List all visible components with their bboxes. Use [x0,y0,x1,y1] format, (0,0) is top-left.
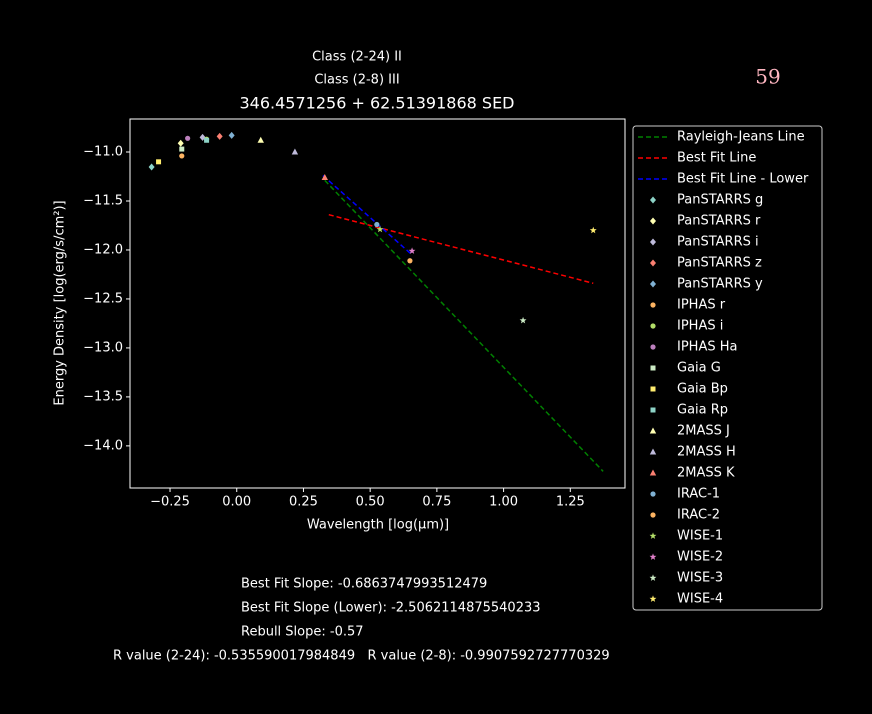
fit-line [328,213,594,284]
y-tick-label: −12.0 [83,242,123,257]
legend-swatch [650,217,656,225]
legend-label: 2MASS H [677,445,736,460]
point [177,139,184,147]
legend-label: IPHAS r [677,298,726,313]
legend-swatch [649,469,657,476]
point [204,137,210,143]
legend-label: Best Fit Line - Lower [677,172,809,187]
point [257,136,264,143]
point [374,221,380,228]
point [519,316,527,324]
annotation: Rebull Slope: -0.57 [241,625,364,640]
legend-swatch [649,532,657,539]
x-tick-label: 1.25 [556,495,585,510]
point [156,159,162,165]
point [179,146,185,152]
legend-label: Best Fit Line [677,151,756,166]
annotation: R value (2-24): -0.535590017984849 R val… [113,649,610,664]
legend-label: 2MASS J [677,424,730,439]
legend-label: PanSTARRS z [677,256,762,271]
point [376,225,384,233]
y-tick-label: −13.5 [83,389,123,404]
x-tick-label: 0.25 [289,495,318,510]
legend-label: WISE-2 [677,550,723,565]
legend-label: Rayleigh-Jeans Line [677,130,805,145]
legend-label: IRAC-1 [677,487,720,502]
point [407,258,413,264]
annotation: Best Fit Slope: -0.6863747993512479 [241,577,487,592]
x-tick-label: 0.75 [422,495,451,510]
legend-label: PanSTARRS i [677,235,759,250]
legend-swatch [649,553,657,560]
x-axis-label: Wavelength [log(μm)] [307,518,449,533]
point [185,135,191,141]
x-tick-label: 0.00 [222,495,251,510]
point [228,131,235,139]
legend-swatch [650,512,656,518]
y-axis-label: Energy Density [log(erg/s/cm²)] [53,200,68,405]
point [179,153,185,159]
y-tick-label: −11.0 [83,145,123,160]
chart-title: 346.4571256 + 62.51391868 SED [239,94,514,113]
legend-label: PanSTARRS g [677,193,763,208]
corner-note: 59 [755,65,780,89]
plot-frame [129,118,626,489]
legend-swatch [650,344,656,350]
legend-label: Gaia Bp [677,382,728,397]
legend-swatch [650,259,656,267]
x-tick-label: 0.50 [356,495,385,510]
legend-label: WISE-3 [677,571,723,586]
legend-label: IPHAS Ha [677,340,737,355]
legend-swatch [650,386,656,392]
fit-line [324,179,604,472]
legend-swatch [650,323,656,329]
x-tick-label: 1.00 [489,495,518,510]
legend-label: Gaia G [677,361,721,376]
legend-swatch [650,196,656,204]
legend-box [632,125,823,611]
fit-line [322,174,413,256]
point [321,173,328,180]
point [589,226,597,234]
point [408,247,416,254]
point [148,163,155,171]
legend-label: PanSTARRS y [677,277,763,292]
x-tick-label: −0.25 [150,495,190,510]
y-tick-label: −12.5 [83,291,123,306]
legend-swatch [650,491,656,497]
legend-swatch [650,280,656,288]
legend-swatch [650,365,656,371]
subtitle: Class (2-8) III [314,73,399,88]
legend-label: Gaia Rp [677,403,728,418]
point [216,132,223,140]
subtitle: Class (2-24) II [312,50,402,65]
legend-label: PanSTARRS r [677,214,761,229]
y-tick-label: −11.5 [83,193,123,208]
legend-swatch [650,238,656,246]
legend-label: IRAC-2 [677,508,720,523]
legend-label: IPHAS i [677,319,723,334]
legend-label: 2MASS K [677,466,735,481]
point [291,148,299,155]
legend-swatch [649,448,657,455]
y-tick-label: −14.0 [83,438,123,453]
legend-swatch [649,427,657,434]
y-tick-label: −13.0 [83,340,123,355]
legend-swatch [650,302,656,308]
legend-swatch [650,407,656,413]
legend-swatch [649,574,657,581]
legend-label: WISE-4 [677,592,723,607]
annotation: Best Fit Slope (Lower): -2.5062114875540… [241,601,541,616]
legend-label: WISE-1 [677,529,723,544]
legend-swatch [649,595,657,602]
